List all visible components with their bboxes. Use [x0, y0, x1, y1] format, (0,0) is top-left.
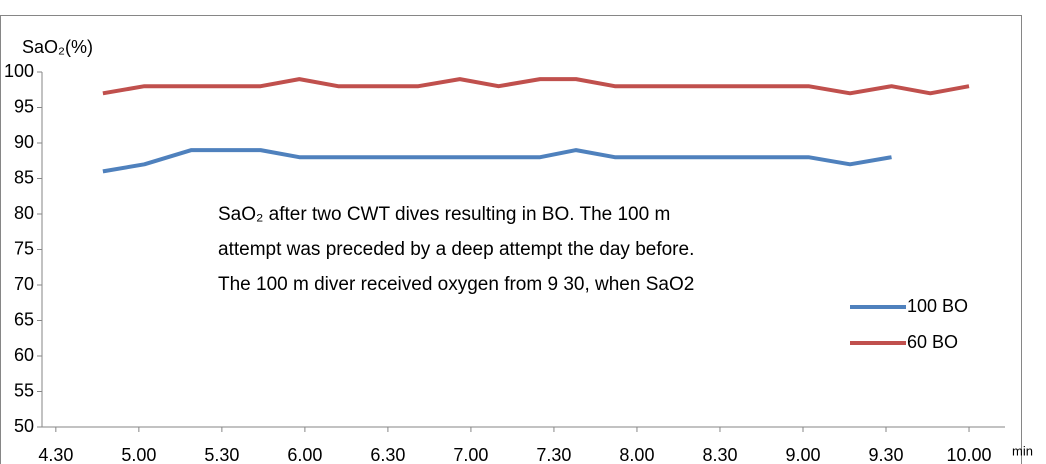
y-tick-label: 80	[14, 203, 34, 223]
y-tick-label: 100	[4, 61, 34, 81]
x-tick-label: 8.30	[702, 445, 737, 464]
series-line	[102, 148, 892, 174]
y-tick-label: 95	[14, 96, 34, 116]
y-axis-label: SaO₂(%)	[22, 37, 93, 57]
x-tick-label: 6.00	[287, 445, 322, 464]
annotation: The 100 m diver received oxygen from 9 3…	[218, 274, 694, 295]
y-tick-label: 60	[14, 345, 34, 365]
y-tick-label: 55	[14, 380, 34, 400]
y-tick-label: 65	[14, 309, 34, 329]
x-tick-label: 7.00	[453, 445, 488, 464]
legend-label: 100 BO	[907, 296, 968, 316]
x-tick-label: 9.00	[785, 445, 820, 464]
x-tick-label: 6.30	[370, 445, 405, 464]
x-tick-label: 5.30	[204, 445, 239, 464]
x-tick-label: 10.00	[947, 445, 992, 464]
y-tick-label: 50	[14, 416, 34, 436]
x-tick-label: 7.30	[536, 445, 571, 464]
x-tick-label: 5.00	[121, 445, 156, 464]
chart-border	[0, 15, 1022, 464]
x-tick-label: 4.30	[38, 445, 73, 464]
y-tick-label: 75	[14, 238, 34, 258]
y-tick-label: 85	[14, 167, 34, 187]
x-tick-label: 9.30	[868, 445, 903, 464]
y-tick-label: 70	[14, 274, 34, 294]
x-axis-label: min	[1012, 443, 1033, 458]
series-line	[102, 77, 970, 96]
legend-label: 60 BO	[907, 332, 958, 352]
annotation: attempt was preceded by a deep attempt t…	[218, 239, 694, 260]
y-tick-label: 90	[14, 132, 34, 152]
annotation: SaO₂ after two CWT dives resulting in BO…	[218, 204, 670, 225]
x-tick-label: 8.00	[619, 445, 654, 464]
